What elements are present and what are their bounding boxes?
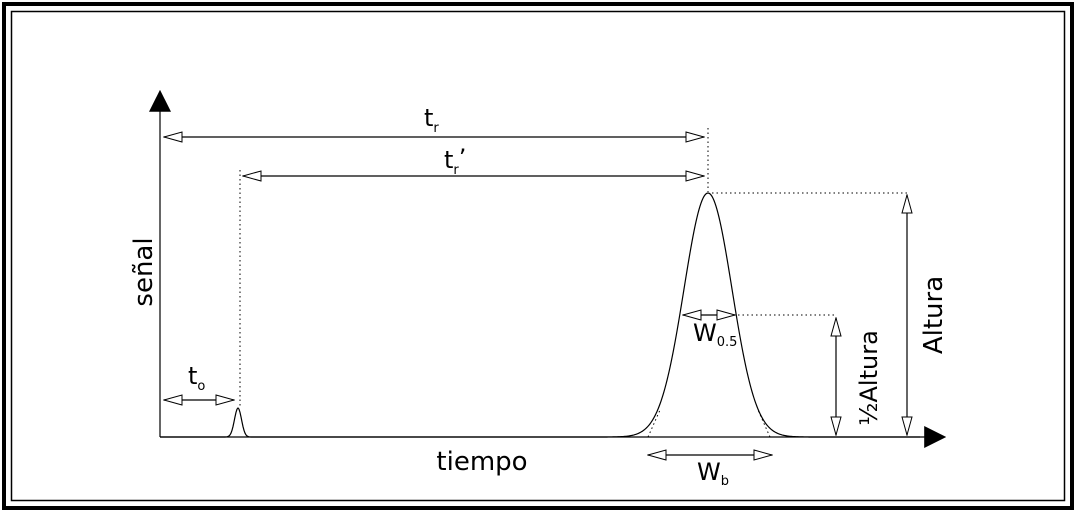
trp-main: t: [444, 146, 453, 174]
tangent-left: [647, 409, 661, 438]
wh-main: W: [693, 319, 717, 347]
y-axis-label: señal: [129, 237, 159, 306]
inner-frame: [10, 10, 1066, 502]
tr-label: tr: [424, 104, 439, 136]
wb-sub: b: [721, 474, 729, 489]
w-half-label: W0.5: [693, 319, 737, 350]
x-axis-label: tiempo: [436, 447, 527, 477]
height-label: Altura: [919, 276, 949, 354]
tr-main: t: [424, 104, 433, 132]
w-base-label: Wb: [697, 458, 729, 489]
trp-prime: ’: [459, 144, 467, 172]
tr-prime-label: tr’: [444, 144, 466, 178]
tangent-right: [757, 409, 771, 438]
trp-sub: r: [453, 163, 459, 178]
half-height-label: ½Altura: [855, 330, 883, 426]
chromatogram-trace: [160, 192, 920, 438]
wb-main: W: [697, 458, 721, 486]
wh-sub: 0.5: [717, 335, 738, 350]
t0-sub: o: [197, 379, 205, 394]
tr-sub: r: [433, 121, 439, 136]
t0-label: to: [188, 362, 205, 394]
t0-main: t: [188, 362, 197, 390]
